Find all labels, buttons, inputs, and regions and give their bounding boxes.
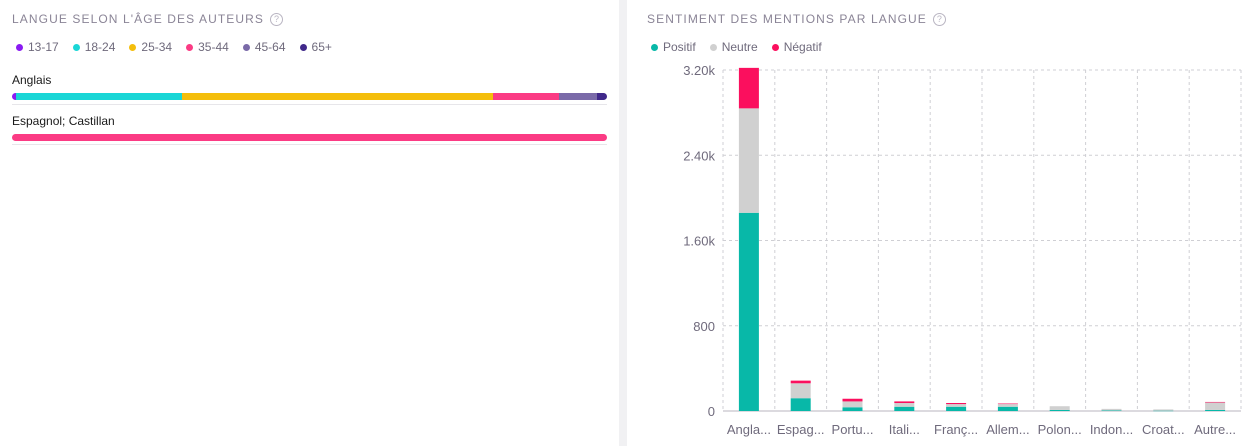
bar-positif-1[interactable] [790, 398, 811, 411]
bar-ngatif-2[interactable] [842, 398, 863, 402]
legend-item-18-24[interactable]: 18-24 [72, 40, 116, 54]
legend-item-45-64[interactable]: 45-64 [242, 40, 286, 54]
bar-positif-5[interactable] [997, 406, 1018, 411]
legend-dot-icon [771, 43, 779, 51]
y-tick-label: 800 [693, 319, 715, 334]
y-tick-label: 1.60k [683, 234, 715, 249]
bar-positif-4[interactable] [946, 406, 967, 411]
x-tick-label: Portu... [832, 422, 874, 437]
language-row-espagnol[interactable]: Espagnol; Castillan [12, 114, 607, 141]
bar-ngatif-0[interactable] [738, 67, 759, 109]
legend-item-n-gatif[interactable]: Négatif [771, 40, 822, 54]
bar-segment-35-44[interactable] [492, 93, 559, 100]
y-tick-label: 3.20k [683, 63, 715, 78]
bar-ngatif-1[interactable] [790, 380, 811, 384]
legend-dot-icon [709, 43, 717, 51]
x-tick-label: Angla... [727, 422, 771, 437]
age-distribution-bar[interactable] [12, 134, 607, 141]
age-panel-title-text: LANGUE SELON L'ÂGE DES AUTEURS [12, 12, 265, 26]
bar-segment-13-17[interactable] [12, 93, 16, 100]
sentiment-bar-chart: 0 800 1.60k 2.40k 3.20k Angla... Espag... Portu… [683, 63, 1242, 437]
sentiment-panel-title-text: SENTIMENT DES MENTIONS PAR LANGUE [647, 12, 927, 26]
x-tick-label: Espag... [777, 422, 825, 437]
x-tick-label: Franç... [934, 422, 978, 437]
help-icon[interactable]: ? [932, 12, 946, 26]
legend-label: 35-44 [198, 40, 229, 54]
legend-dot-icon [72, 43, 80, 51]
x-tick-label: Polon... [1038, 422, 1082, 437]
x-tick-label: Itali... [889, 422, 920, 437]
bar-positif-8[interactable] [1153, 410, 1174, 412]
language-row-anglais[interactable]: Anglais [12, 73, 607, 100]
row-divider [12, 144, 607, 145]
bar-segment-25-34[interactable] [182, 93, 493, 100]
bar-positif-6[interactable] [1049, 409, 1070, 411]
bar-positif-7[interactable] [1101, 410, 1122, 411]
x-tick-label: Allem... [986, 422, 1029, 437]
legend-item-positif[interactable]: Positif [651, 40, 696, 54]
bar-neutre-3[interactable] [894, 403, 915, 407]
legend-label: Positif [663, 40, 696, 54]
legend-dot-icon [16, 43, 23, 51]
legend-label: 65+ [311, 40, 332, 54]
bar-neutre-0[interactable] [738, 108, 759, 213]
bar-positif-3[interactable] [894, 406, 915, 411]
legend-dot-icon [129, 43, 137, 51]
x-tick-label: Autre... [1194, 422, 1236, 437]
bar-neutre-9[interactable] [1205, 402, 1226, 410]
legend-item-65-[interactable]: 65+ [299, 40, 332, 54]
legend-dot-icon [299, 43, 307, 51]
legend-item-13-17[interactable]: 13-17 [16, 40, 59, 54]
age-by-language-panel: LANGUE SELON L'ÂGE DES AUTEURS ? 13-17 18… [0, 0, 619, 446]
bar-positif-9[interactable] [1205, 409, 1226, 411]
help-icon[interactable]: ? [270, 12, 284, 26]
legend-item-35-44[interactable]: 35-44 [186, 40, 229, 54]
legend-label: Neutre [721, 40, 758, 54]
legend-item-neutre[interactable]: Neutre [709, 40, 758, 54]
bar-ngatif-5[interactable] [997, 403, 1018, 405]
legend-dot-icon [242, 43, 250, 51]
sentiment-legend: Positif Neutre Négatif [651, 40, 822, 54]
age-legend: 13-17 18-24 25-34 35-44 45-64 65+ [16, 40, 332, 54]
age-distribution-bar[interactable] [12, 93, 607, 100]
sentiment-by-language-panel: SENTIMENT DES MENTIONS PAR LANGUE ? Posi… [627, 0, 1258, 446]
bar-positif-2[interactable] [842, 407, 863, 411]
bar-neutre-1[interactable] [790, 383, 811, 399]
bar-neutre-5[interactable] [997, 404, 1018, 407]
legend-label: 45-64 [254, 40, 286, 54]
y-tick-label: 2.40k [683, 148, 715, 163]
bar-ngatif-3[interactable] [894, 401, 915, 404]
bar-segment-35-44[interactable] [12, 134, 607, 141]
x-tick-label: Croat... [1142, 422, 1185, 437]
bar-segment-65+[interactable] [596, 93, 607, 100]
bar-segment-18-24[interactable] [15, 93, 183, 100]
bar-neutre-4[interactable] [946, 404, 967, 407]
bar-ngatif-4[interactable] [946, 403, 967, 405]
legend-label: 18-24 [84, 40, 116, 54]
legend-label: 25-34 [141, 40, 173, 54]
bar-positif-0[interactable] [738, 212, 759, 411]
bar-neutre-8[interactable] [1153, 409, 1174, 411]
y-tick-label: 0 [708, 404, 715, 419]
bar-segment-45-64[interactable] [558, 93, 597, 100]
row-divider [12, 104, 607, 105]
legend-item-25-34[interactable]: 25-34 [129, 40, 172, 54]
language-label: Anglais [12, 73, 52, 87]
legend-dot-icon [651, 43, 658, 51]
age-panel-title: LANGUE SELON L'ÂGE DES AUTEURS ? [12, 12, 284, 26]
bar-neutre-6[interactable] [1049, 406, 1070, 410]
language-label: Espagnol; Castillan [12, 114, 115, 128]
legend-dot-icon [186, 43, 194, 51]
sentiment-panel-title: SENTIMENT DES MENTIONS PAR LANGUE ? [647, 12, 946, 26]
x-tick-label: Indon... [1090, 422, 1133, 437]
bar-neutre-7[interactable] [1101, 408, 1122, 411]
legend-label: Négatif [783, 40, 822, 54]
bar-neutre-2[interactable] [842, 401, 863, 408]
legend-label: 13-17 [28, 40, 59, 54]
bar-ngatif-9[interactable] [1205, 401, 1226, 403]
